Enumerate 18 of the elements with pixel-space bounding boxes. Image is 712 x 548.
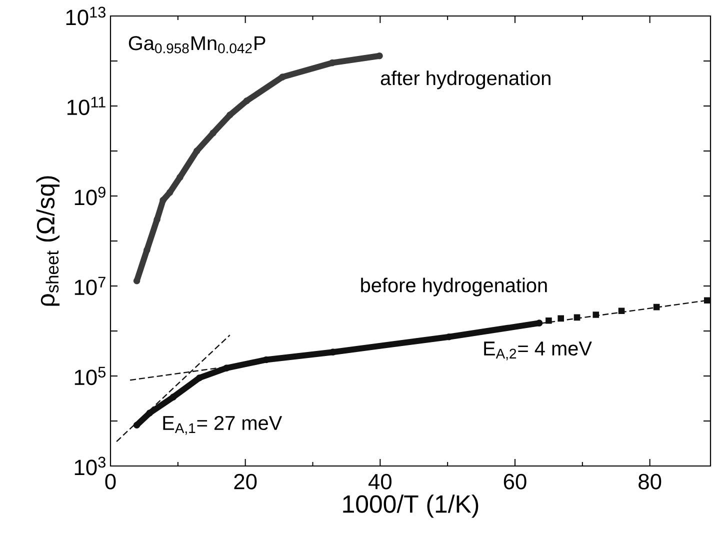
annotation: E$_{A,2}$= 4 meV: [484, 342, 592, 360]
y-tick-label: 10$^{3}$: [74, 456, 106, 476]
x-tick-label: 20: [234, 474, 257, 490]
x-tick-label: 60: [504, 474, 526, 490]
x-axis-title: 1000/T (1/K): [343, 494, 478, 518]
y-tick-label: 10$^{11}$: [67, 96, 106, 116]
y-tick-label: 10$^{5}$: [74, 366, 106, 386]
x-tick-label: 0: [105, 474, 116, 490]
y-tick-label: 10$^{9}$: [74, 186, 106, 206]
x-tick-label: 40: [368, 474, 392, 490]
y-tick-label: 10$^{13}$: [66, 6, 106, 26]
annotation: E$_{A,1}$= 27 meV: [163, 416, 282, 435]
annotation: Ga$_{0.958}$Mn$_{0.042}$P: [128, 36, 266, 54]
y-tick-label: 10$^{7}$: [74, 276, 106, 296]
x-tick-label: 80: [638, 474, 662, 490]
series-label: after hydrogenation: [380, 70, 550, 90]
series-label: before hydrogenation: [361, 278, 547, 296]
y-axis-title: ρ$_{sheet}$ (Ω/sq): [36, 176, 60, 306]
